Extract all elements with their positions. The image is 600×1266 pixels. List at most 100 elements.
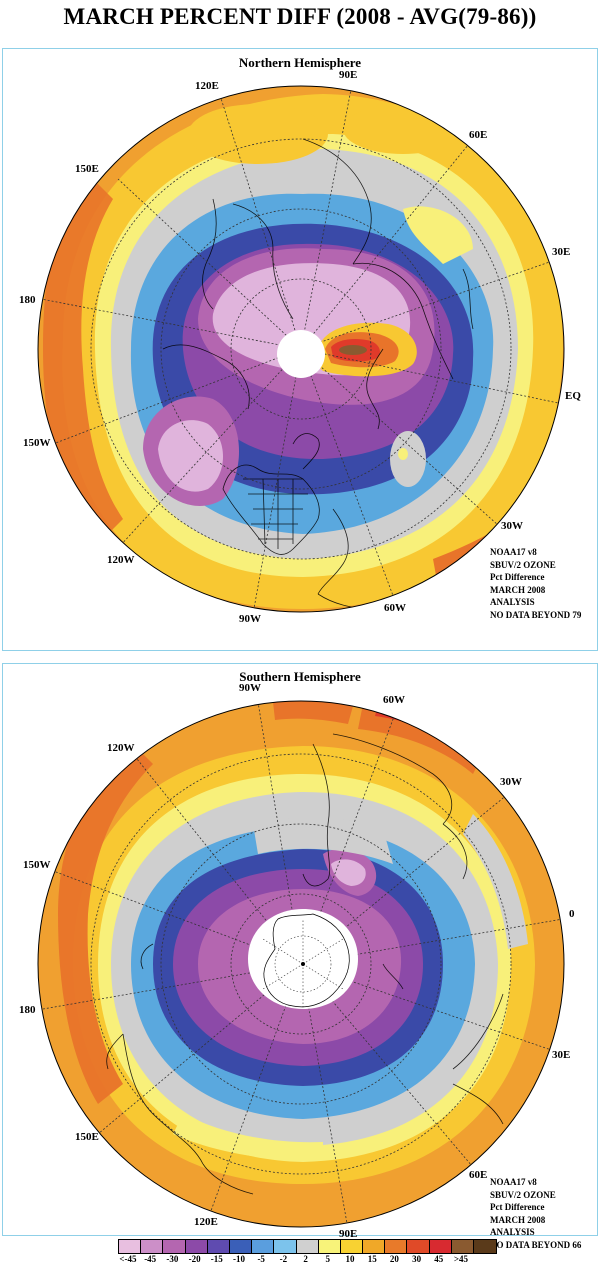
legend-swatch	[274, 1240, 297, 1253]
legend-swatch	[340, 1240, 364, 1253]
info-line-limit: NO DATA BEYOND 79	[490, 609, 582, 620]
info-line-date: MARCH 2008	[490, 1214, 546, 1225]
legend-tick-label: -2	[279, 1254, 288, 1264]
band-orange-top	[273, 701, 353, 724]
legend-swatch	[363, 1240, 386, 1253]
lon-label-60e: 60E	[469, 1169, 488, 1181]
lon-label-150e: 150E	[75, 1131, 99, 1143]
antarctica-grid	[262, 919, 344, 1009]
legend-tick-label: 5	[325, 1254, 331, 1264]
band-yellow-northeast	[403, 206, 473, 264]
lon-label-150e: 150E	[75, 163, 99, 175]
legend-tick-label: >45	[453, 1254, 469, 1264]
info-line-instrument: NOAA17 v8	[490, 547, 537, 557]
legend-swatch	[119, 1240, 142, 1253]
legend-tick-label: -10	[233, 1254, 245, 1264]
lon-label-120e: 120E	[195, 80, 219, 92]
legend-swatch	[296, 1240, 319, 1253]
legend-swatch	[229, 1240, 253, 1253]
legend-tick-label: -30	[166, 1254, 179, 1264]
legend-swatch	[252, 1240, 275, 1253]
legend-tick-label: -45	[144, 1254, 157, 1264]
lon-label-90e: 90E	[339, 69, 358, 81]
lon-label-120e: 120E	[194, 1216, 218, 1228]
lon-label-180: 180	[19, 294, 36, 306]
legend-tick-label: 45	[434, 1254, 444, 1264]
lon-label-60w: 60W	[384, 602, 406, 614]
band-orange-west	[58, 744, 153, 1104]
southern-info-block: NOAA17 v8 SBUV/2 OZONE Pct Difference MA…	[490, 1176, 581, 1251]
lon-label-eq: EQ	[565, 390, 581, 402]
info-line-quantity: Pct Difference	[490, 572, 545, 582]
south-pole-dot	[301, 962, 305, 966]
legend-tick-label: -15	[210, 1254, 223, 1264]
lon-label-180: 180	[19, 1004, 36, 1016]
legend-tick-label: 30	[412, 1254, 422, 1264]
info-line-product: SBUV/2 OZONE	[490, 559, 556, 570]
southern-hemisphere-panel: Southern Hemisphere	[2, 663, 598, 1250]
page-title: MARCH PERCENT DIFF (2008 - AVG(79-86))	[63, 4, 537, 29]
legend-swatch	[451, 1240, 474, 1253]
southern-hemisphere-map	[37, 700, 565, 1228]
lon-label-90w: 90W	[239, 613, 261, 625]
legend-tick-label: -20	[188, 1254, 201, 1264]
lon-label-120w: 120W	[107, 554, 135, 566]
lon-label-120w: 120W	[107, 742, 135, 754]
map-border	[37, 85, 565, 613]
lon-label-30w: 30W	[501, 520, 523, 532]
coastlines	[162, 138, 474, 610]
lon-label-90w: 90W	[239, 682, 261, 694]
legend-swatch	[185, 1240, 208, 1253]
legend-swatch	[318, 1240, 341, 1253]
blob-pink-west	[158, 420, 223, 492]
legend-swatch	[163, 1240, 186, 1253]
antarctica-outline	[263, 913, 350, 1008]
lon-label-30e: 30E	[552, 1049, 571, 1061]
northern-hemisphere-panel: Northern Hemisphere	[2, 48, 598, 651]
legend-swatch	[141, 1240, 164, 1253]
info-line-type: ANALYSIS	[490, 1227, 535, 1237]
info-line-date: MARCH 2008	[490, 584, 546, 595]
lon-label-30w: 30W	[500, 776, 522, 788]
northern-info-block: NOAA17 v8 SBUV/2 OZONE Pct Difference MA…	[490, 546, 581, 621]
map-border	[37, 700, 565, 1228]
southern-hemisphere-title: Southern Hemisphere	[239, 669, 361, 684]
band-yellow-south	[173, 1114, 323, 1160]
info-line-product: SBUV/2 OZONE	[490, 1189, 556, 1200]
lon-label-60e: 60E	[469, 129, 488, 141]
coastlines	[106, 733, 504, 1195]
polar-no-data-hole	[277, 330, 325, 378]
blob-gray	[390, 431, 426, 487]
band-red-orange-north	[358, 704, 483, 774]
legend-tick-label: <-45	[119, 1254, 137, 1264]
lon-label-60w: 60W	[383, 694, 405, 706]
lon-label-30e: 30E	[552, 246, 571, 258]
legend-swatch	[385, 1240, 408, 1253]
legend-tick-labels: <-45 -45 -30 -20 -15 -10 -5 -2 2 5 10 15 20 30 45 >45	[110, 1254, 490, 1266]
legend-tick-label: 15	[367, 1254, 377, 1264]
lon-label-90e: 90E	[339, 1228, 358, 1240]
lon-label-0: 0	[569, 908, 575, 920]
legend-tick-label: 20	[389, 1254, 399, 1264]
band-gold-north	[188, 104, 328, 164]
band-orange-west	[43, 169, 123, 549]
blob-pink-sa	[331, 859, 366, 886]
band-gray-east	[463, 814, 528, 949]
info-line-limit: NO DATA BEYOND 66	[490, 1239, 582, 1250]
legend-tick-label: 10	[345, 1254, 355, 1264]
color-legend	[118, 1239, 498, 1254]
legend-swatch	[474, 1240, 497, 1253]
info-line-instrument: NOAA17 v8	[490, 1177, 537, 1187]
legend-tick-label: 2	[303, 1254, 308, 1264]
graticule	[40, 86, 564, 612]
legend-swatch	[207, 1240, 230, 1253]
blob-yellow	[398, 448, 408, 460]
northern-hemisphere-title: Northern Hemisphere	[238, 55, 362, 70]
legend-swatch	[429, 1240, 452, 1253]
anomaly-brown	[339, 345, 367, 355]
lon-label-150w: 150W	[23, 859, 51, 871]
legend-tick-label: -5	[257, 1254, 265, 1264]
lon-label-150w: 150W	[23, 437, 51, 449]
band-gray-upper	[253, 817, 393, 864]
info-line-quantity: Pct Difference	[490, 1202, 545, 1212]
